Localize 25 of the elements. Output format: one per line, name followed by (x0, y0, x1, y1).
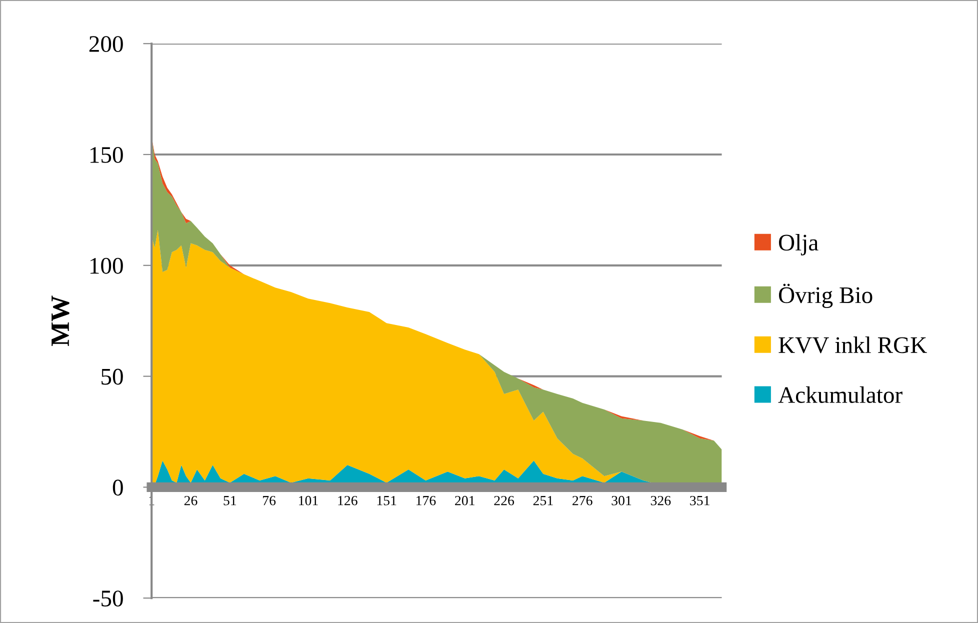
y-tick-label: 0 (112, 480, 123, 496)
legend-label: KVV inkl RGK (778, 336, 927, 354)
x-tick-label: 276 (572, 496, 592, 506)
x-tick-label: 326 (650, 496, 671, 506)
x-tick-label: 101 (299, 496, 318, 506)
x-tick-label: 351 (690, 496, 710, 506)
y-tick-label: 150 (90, 146, 123, 163)
x-tick-label: 301 (612, 496, 632, 506)
y-tick-label: 200 (89, 36, 123, 52)
x-tick-label: 51 (224, 496, 236, 506)
legend-label: Övrig Bio (779, 284, 872, 308)
x-tick-label: 151 (377, 496, 396, 506)
x-tick-label: 251 (533, 496, 553, 506)
x-tick-label: 126 (338, 496, 358, 506)
x-tick-label: 76 (263, 496, 276, 506)
x-tick-label: 176 (416, 496, 436, 506)
y-axis-title: MW (52, 296, 70, 346)
x-tick-label: 26 (184, 496, 198, 506)
x-tick-label: 226 (494, 496, 514, 506)
legend-label: Olja (779, 234, 818, 256)
x-tick-label: 201 (455, 496, 474, 506)
legend-label: Ackumulator (778, 386, 902, 404)
y-tick-label: 100 (90, 258, 123, 274)
y-tick-label: 50 (102, 368, 123, 385)
y-tick-label: -50 (93, 590, 123, 607)
